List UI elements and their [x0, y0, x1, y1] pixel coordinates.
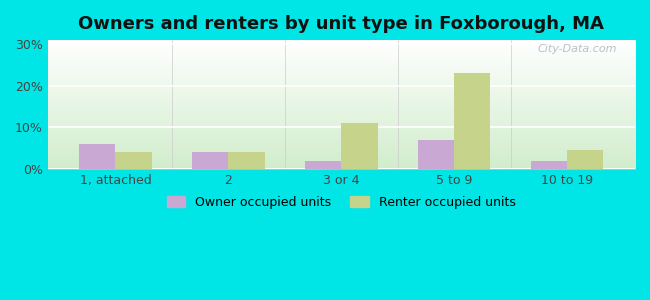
Bar: [531, 160, 567, 169]
Legend: Owner occupied units, Renter occupied units: Owner occupied units, Renter occupied un…: [162, 191, 521, 214]
Title: Owners and renters by unit type in Foxborough, MA: Owners and renters by unit type in Foxbo…: [79, 15, 604, 33]
Bar: [306, 160, 341, 169]
Bar: [192, 152, 228, 169]
Bar: [79, 144, 116, 169]
Bar: [418, 140, 454, 169]
Text: City-Data.com: City-Data.com: [538, 44, 617, 54]
Bar: [454, 73, 491, 169]
Bar: [567, 150, 603, 169]
Bar: [341, 123, 378, 169]
Bar: [228, 152, 265, 169]
Bar: [116, 152, 151, 169]
